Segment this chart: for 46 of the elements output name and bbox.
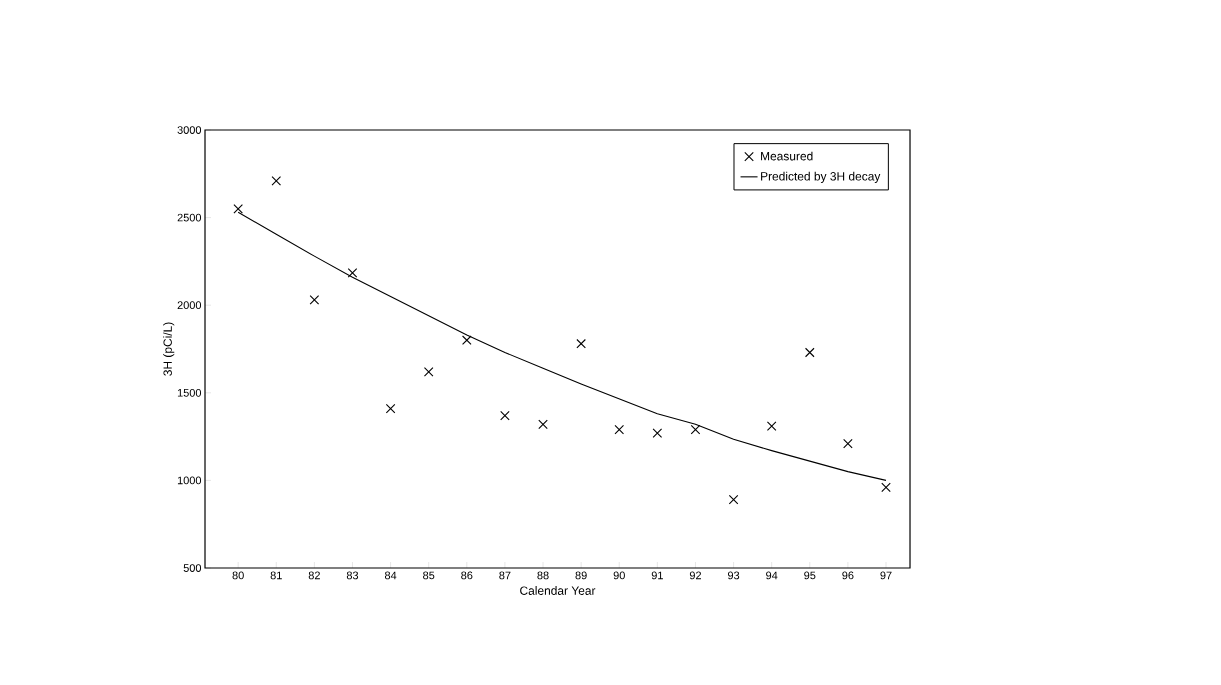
point: [728, 494, 739, 505]
point: [347, 267, 358, 278]
point: [309, 295, 320, 305]
x-tick-label: 95: [804, 571, 816, 580]
x-tick-label: 81: [270, 571, 282, 580]
point: [843, 438, 853, 449]
x-tick-label: 86: [461, 571, 473, 580]
point: [881, 482, 891, 493]
x-tick-label: 92: [689, 571, 702, 580]
point: [804, 347, 815, 358]
x-tick-label: 90: [613, 571, 625, 580]
point: [462, 335, 472, 346]
x-tick-label: 89: [575, 571, 587, 580]
point: [271, 176, 282, 186]
point: [500, 410, 510, 421]
y-tick-label: 2500: [177, 213, 202, 222]
x-tick-label: 80: [232, 571, 244, 580]
x-tick-label: 87: [499, 571, 511, 580]
legend-label: Predicted by 3H decay: [761, 171, 881, 183]
x-tick-label: 82: [308, 571, 320, 580]
x-tick-label: 96: [842, 571, 854, 580]
y-tick-label: 1500: [177, 388, 202, 397]
y-tick-label: 2000: [177, 301, 202, 310]
point: [690, 424, 701, 435]
x-tick-label: 94: [766, 571, 778, 580]
point: [614, 424, 625, 435]
point: [233, 204, 243, 214]
x-tick-label: 93: [727, 571, 740, 580]
x-tick-label: 97: [880, 571, 892, 580]
point: [652, 428, 663, 438]
legend-label: Measured: [761, 151, 813, 161]
x-tick-label: 85: [423, 571, 435, 580]
x-tick-label: 83: [346, 571, 359, 580]
point: [538, 419, 548, 430]
point: [385, 403, 396, 414]
x-tick-label: 88: [537, 571, 549, 580]
x-tick-label: 84: [384, 571, 397, 580]
point: [766, 421, 777, 431]
y-tick-label: 3000: [177, 126, 202, 134]
point: [423, 366, 434, 377]
x-axis-title: Calendar Year: [520, 586, 596, 595]
y-tick-label: 500: [183, 564, 202, 572]
x-tick-label: 91: [651, 571, 663, 580]
y-tick-label: 1000: [177, 476, 202, 485]
point: [576, 338, 586, 349]
y-axis-title: 3H (pCi/L): [163, 322, 175, 376]
